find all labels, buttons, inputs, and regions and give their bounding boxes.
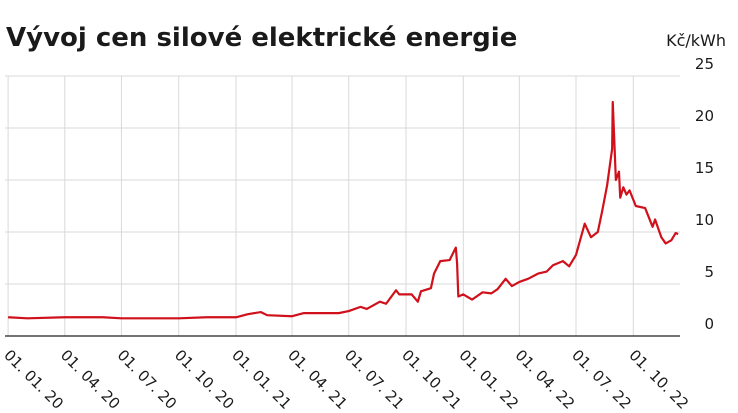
y-tick-label: 10 — [695, 211, 714, 229]
x-tick-label: 01. 04. 20 — [57, 346, 124, 413]
chart-title: Vývoj cen silové elektrické energie — [6, 23, 517, 53]
x-tick-label: 01. 07. 20 — [114, 346, 181, 413]
data-line — [8, 100, 679, 320]
x-tick-label: 01. 01. 20 — [0, 346, 67, 413]
x-tick-label: 01. 04. 21 — [284, 346, 351, 413]
x-tick-label: 01. 01. 21 — [228, 346, 295, 413]
y-unit: Kč/kWh — [666, 31, 726, 50]
y-tick-label: 5 — [704, 263, 714, 281]
y-tick-label: 15 — [695, 159, 714, 177]
y-tick-label: 25 — [695, 55, 714, 73]
x-tick-label: 01. 10. 21 — [398, 346, 465, 413]
x-tick-label: 01. 10. 20 — [171, 346, 238, 413]
x-tick-label: 01. 07. 22 — [568, 346, 635, 413]
y-tick-label: 0 — [704, 315, 714, 333]
x-tick-label: 01. 10. 22 — [625, 346, 692, 413]
x-tick-label: 01. 04. 22 — [512, 346, 579, 413]
y-tick-label: 20 — [695, 107, 714, 125]
x-tick-label: 01. 01. 22 — [455, 346, 522, 413]
x-tick-label: 01. 07. 21 — [341, 346, 408, 413]
